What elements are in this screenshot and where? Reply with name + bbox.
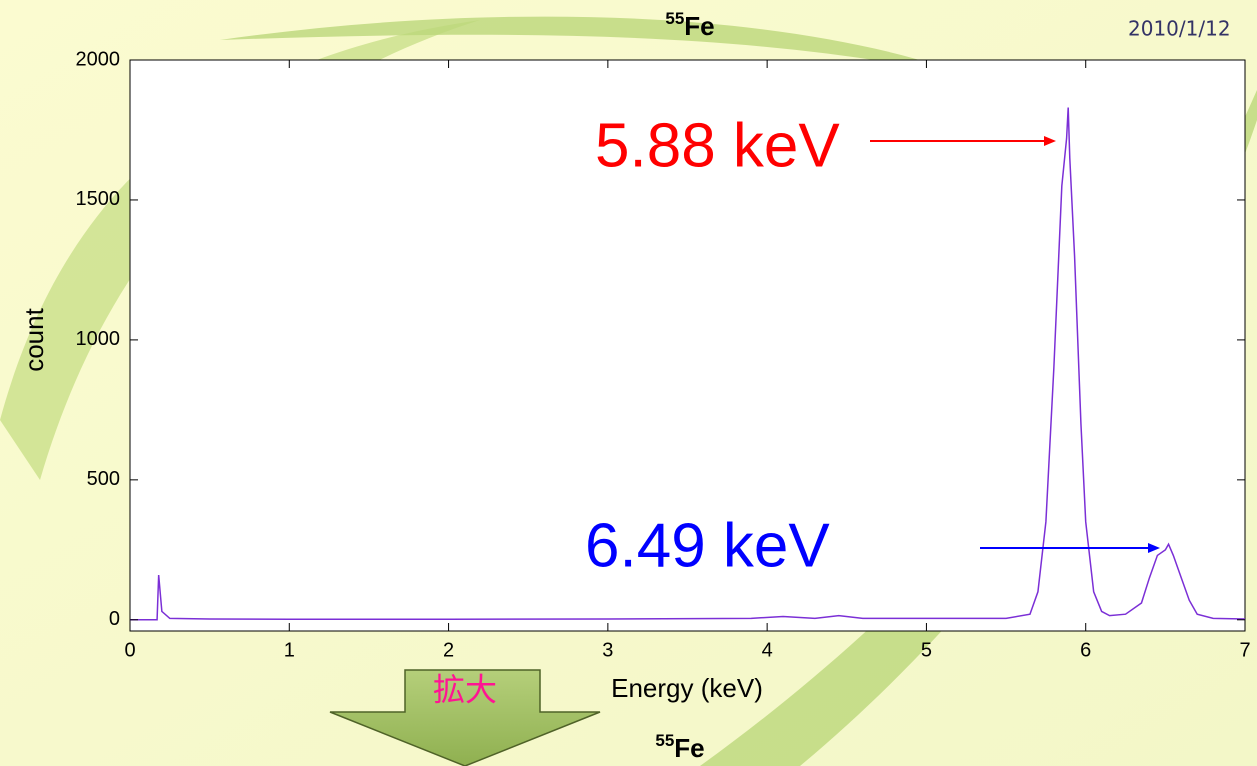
date: 2010/1/12: [1128, 17, 1231, 41]
arrow-head: [1148, 543, 1160, 553]
title-mass: 55: [665, 9, 684, 28]
spectrum-line: [130, 107, 1246, 621]
y-tick-label: 1500: [76, 188, 121, 210]
x-tick-label: 0: [124, 639, 135, 661]
annotation: 5.88 keV: [595, 111, 840, 180]
chart-title: 55Fe: [665, 9, 714, 40]
title-element: Fe: [684, 11, 714, 41]
y-axis-label: count: [19, 307, 49, 371]
swoosh: [220, 16, 980, 80]
zoom-arrow: [329, 669, 601, 766]
zoom-label: 拡大: [433, 671, 497, 707]
plot-area: [129, 59, 1246, 632]
x-tick-label: 5: [921, 639, 932, 661]
y-tick-label: 0: [109, 608, 120, 630]
next-title-mass: 55: [655, 731, 674, 750]
x-tick-label: 7: [1239, 639, 1250, 661]
series-layer: [130, 107, 1246, 621]
y-tick-label: 500: [87, 468, 120, 490]
y-tick-label: 1000: [76, 328, 121, 350]
x-axis-label: Energy (keV): [611, 673, 763, 703]
x-tick-label: 1: [284, 639, 295, 661]
next-title-element: Fe: [674, 733, 704, 763]
arrow-head: [1044, 136, 1056, 146]
next-title: 55Fe: [655, 731, 704, 762]
y-tick-label: 2000: [76, 48, 121, 70]
x-tick-label: 4: [762, 639, 773, 661]
x-tick-label: 3: [602, 639, 613, 661]
annotation: 6.49 keV: [585, 511, 830, 580]
x-tick-label: 2: [443, 639, 454, 661]
x-tick-label: 6: [1080, 639, 1091, 661]
